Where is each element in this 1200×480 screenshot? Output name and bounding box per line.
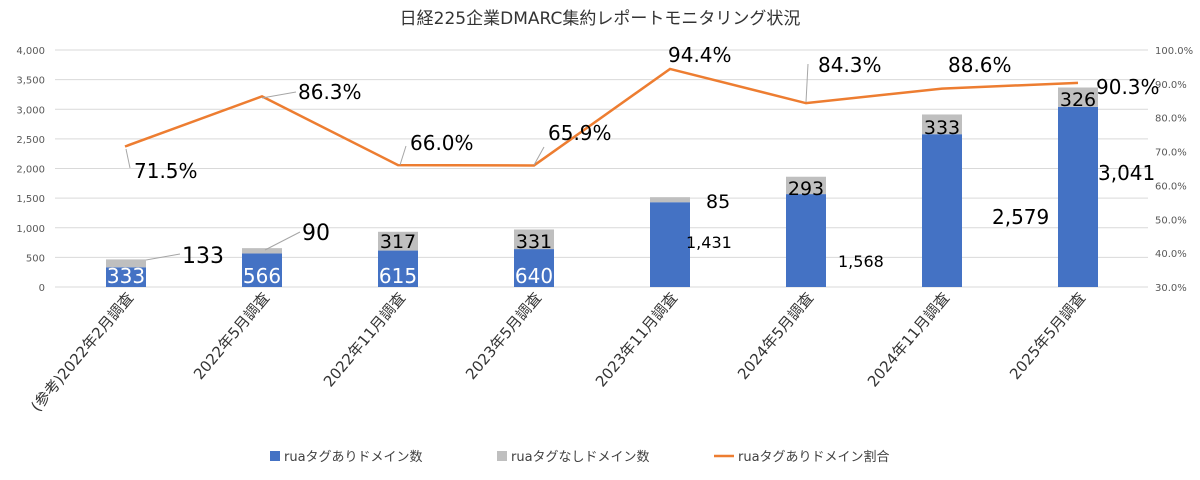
- data-label-rua-present: 566: [243, 264, 281, 288]
- data-label-rua-present: 1,568: [838, 252, 884, 271]
- x-tick-label: 2023年11月調査: [592, 289, 681, 390]
- y2-tick-label: 90.0%: [1155, 80, 1187, 91]
- y2-tick-label: 60.0%: [1155, 181, 1187, 192]
- data-label-rua-absent: 331: [516, 231, 552, 253]
- data-label-rua-present: 1,431: [686, 233, 732, 252]
- data-label-rua-present: 640: [515, 264, 553, 288]
- leader-line: [262, 92, 296, 98]
- data-label-rua-absent: 317: [380, 231, 416, 253]
- data-label-rua-absent: 85: [706, 191, 730, 213]
- y-tick-label: 0: [39, 283, 45, 294]
- y2-tick-label: 100.0%: [1155, 46, 1193, 57]
- data-label-ratio: 94.4%: [668, 43, 732, 67]
- y-tick-label: 4,000: [16, 46, 45, 57]
- leader-line: [265, 232, 300, 250]
- legend-swatch: [270, 451, 280, 461]
- data-label-rua-absent: 293: [788, 178, 824, 200]
- data-label-ratio: 86.3%: [298, 80, 362, 104]
- y-tick-label: 2,000: [16, 165, 45, 176]
- data-label-ratio: 84.3%: [818, 53, 882, 77]
- bar-rua-absent: [650, 197, 690, 202]
- bar-rua-present: [1058, 107, 1098, 287]
- data-label-ratio: 65.9%: [548, 121, 612, 145]
- data-label-ratio: 90.3%: [1096, 75, 1160, 99]
- data-label-rua-present: 2,579: [992, 205, 1049, 229]
- leader-line: [400, 146, 406, 165]
- leader-line: [806, 64, 808, 102]
- y2-tick-label: 70.0%: [1155, 148, 1187, 159]
- legend-swatch: [497, 451, 507, 461]
- data-label-rua-present: 615: [379, 264, 417, 288]
- data-label-rua-present: 333: [107, 264, 145, 288]
- x-tick-label: 2022年11月調査: [320, 289, 409, 390]
- data-label-ratio: 88.6%: [948, 53, 1012, 77]
- data-label-ratio: 66.0%: [410, 131, 474, 155]
- data-label-rua-absent: 333: [924, 117, 960, 139]
- data-label-rua-present: 3,041: [1098, 161, 1155, 185]
- data-label-rua-absent: 90: [302, 221, 330, 246]
- y-tick-label: 500: [26, 253, 45, 264]
- bar-rua-present: [786, 194, 826, 287]
- leader-line: [126, 149, 130, 168]
- y-tick-label: 1,500: [16, 194, 45, 205]
- bar-rua-present: [922, 134, 962, 287]
- y-tick-label: 3,500: [16, 76, 45, 87]
- y2-tick-label: 40.0%: [1155, 249, 1187, 260]
- legend-label: ruaタグなしドメイン数: [511, 450, 650, 465]
- y2-tick-label: 50.0%: [1155, 215, 1187, 226]
- chart-title: 日経225企業DMARC集約レポートモニタリング状況: [400, 9, 801, 29]
- bar-rua-absent: [242, 248, 282, 253]
- x-tick-label: 2022年5月調査: [190, 289, 273, 383]
- x-tick-label: 2025年5月調査: [1006, 289, 1089, 383]
- x-tick-label: 2024年5月調査: [734, 289, 817, 383]
- bar-rua-present: [650, 202, 690, 287]
- x-tick-label: (参考)2022年2月調査: [27, 289, 137, 415]
- legend-label: ruaタグありドメイン数: [284, 450, 423, 465]
- data-label-ratio: 71.5%: [134, 159, 198, 183]
- x-tick-label: 2023年5月調査: [462, 289, 545, 383]
- y-tick-label: 1,000: [16, 224, 45, 235]
- y2-tick-label: 80.0%: [1155, 114, 1187, 125]
- x-tick-label: 2024年11月調査: [864, 289, 953, 390]
- y-tick-label: 2,500: [16, 135, 45, 146]
- legend-label: ruaタグありドメイン割合: [738, 449, 890, 465]
- data-label-rua-absent: 326: [1060, 89, 1096, 111]
- y-tick-label: 3,000: [16, 105, 45, 116]
- data-label-rua-absent: 133: [182, 244, 224, 269]
- y2-tick-label: 30.0%: [1155, 283, 1187, 294]
